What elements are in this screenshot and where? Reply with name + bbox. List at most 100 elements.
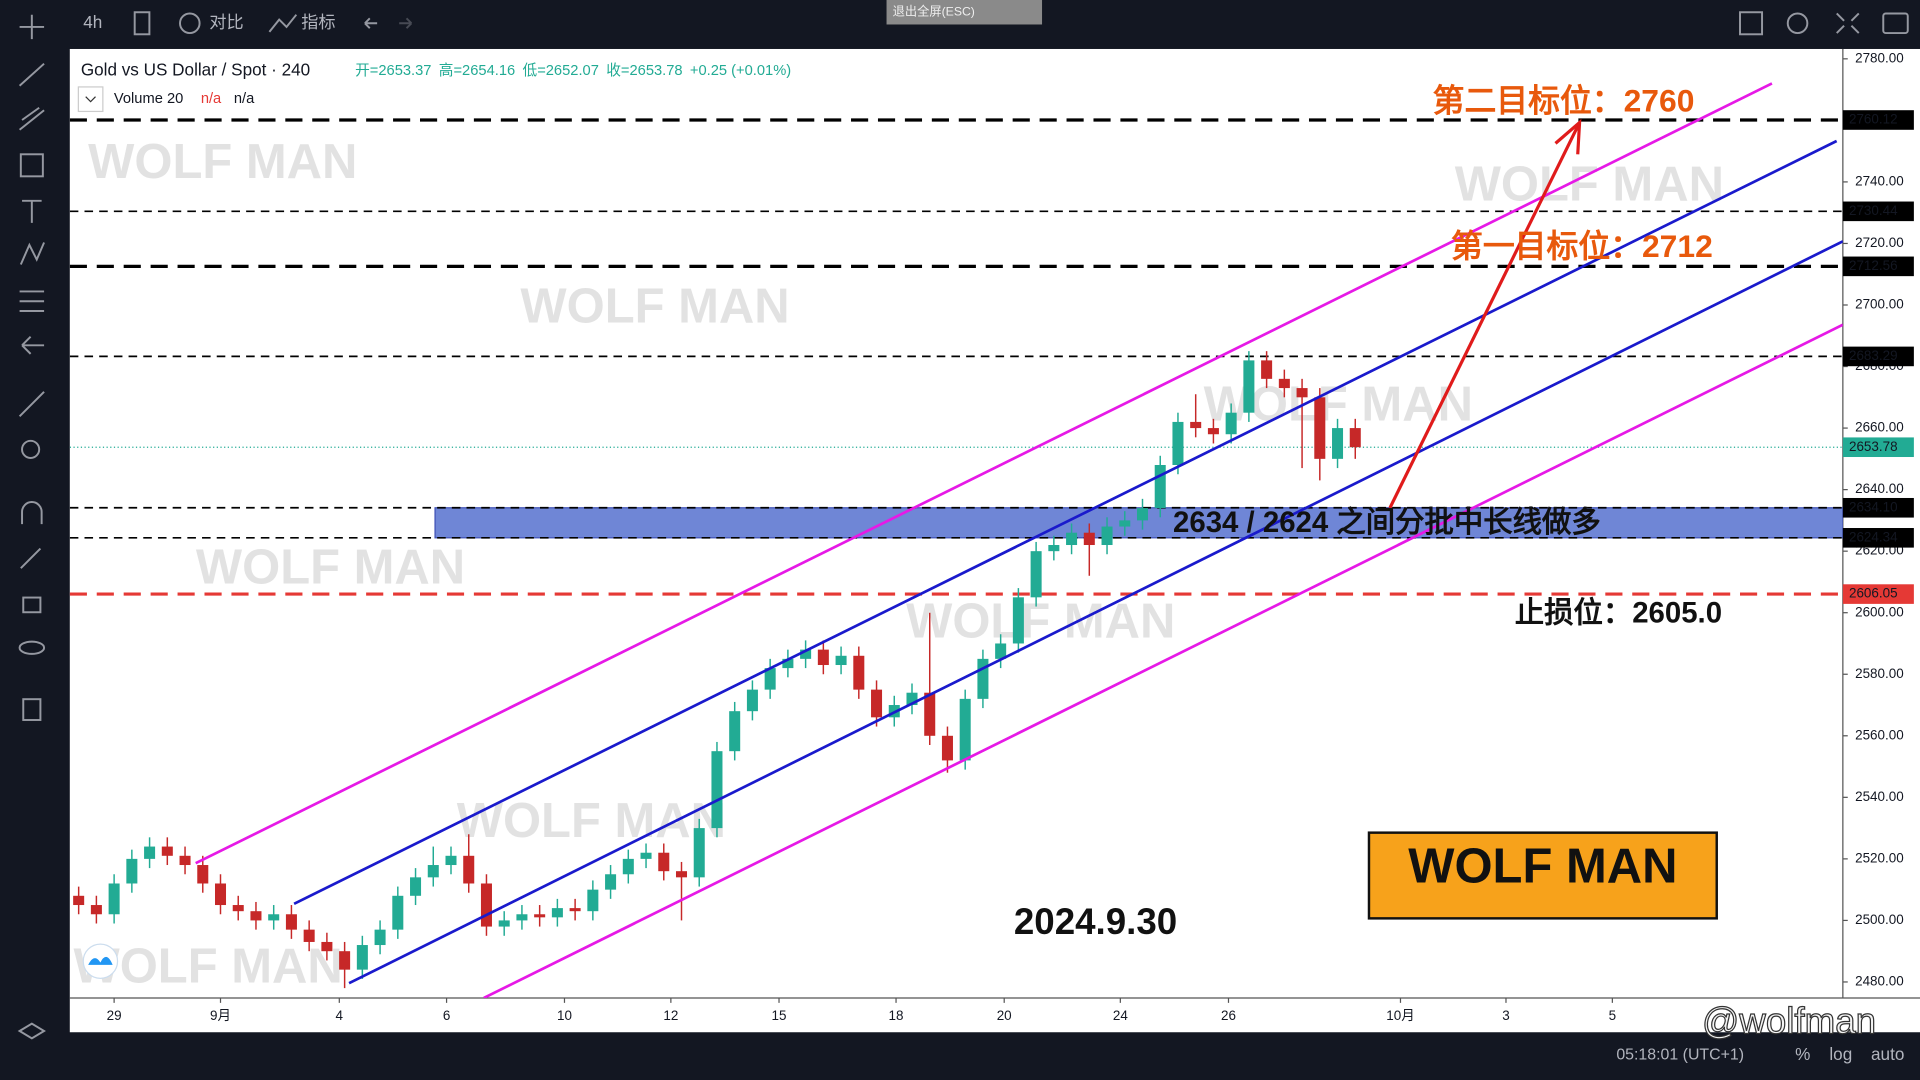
exit-fullscreen-label: 退出全屏(ESC): [893, 3, 975, 18]
brand-text: WOLF MAN: [1408, 839, 1677, 893]
object-tree-tool[interactable]: [17, 1022, 46, 1040]
candle-body: [941, 735, 953, 761]
indicators-button[interactable]: 指标: [301, 12, 335, 32]
auto-toggle[interactable]: auto: [1871, 1044, 1904, 1064]
candle-body: [1119, 520, 1131, 527]
magnet-tool[interactable]: [21, 501, 43, 525]
text-tool[interactable]: [22, 199, 42, 223]
y-tick-label: 2780.00: [1855, 50, 1904, 65]
candle-body: [285, 914, 297, 930]
ohlc-readout: 开=2653.37 高=2654.16 低=2652.07 收=2653.78 +0.2…: [355, 62, 791, 79]
redo-button[interactable]: [399, 17, 413, 29]
exit-fullscreen-button[interactable]: [886, 0, 1043, 25]
visibility-tool[interactable]: [18, 640, 46, 655]
compare-button[interactable]: 对比: [209, 12, 243, 32]
undo-button[interactable]: [364, 17, 378, 29]
candle-body: [817, 649, 829, 666]
candle-body: [1066, 532, 1078, 546]
candle-body: [711, 751, 723, 829]
prediction-tool[interactable]: [19, 290, 45, 312]
lock-tool[interactable]: [22, 596, 42, 614]
candle-body: [161, 846, 173, 856]
x-tick-label: 10: [557, 1008, 572, 1023]
measure-tool[interactable]: [18, 391, 45, 418]
chart-type-button[interactable]: [133, 11, 151, 36]
volume-label: Volume 20: [114, 91, 183, 107]
candle-body: [782, 658, 794, 669]
shape-tool[interactable]: [19, 153, 44, 178]
zoom-tool[interactable]: [21, 439, 41, 459]
log-toggle[interactable]: log: [1829, 1044, 1852, 1064]
candle-body: [605, 874, 617, 890]
fullscreen-button[interactable]: [1836, 12, 1860, 34]
readout-item: 开=2653.37: [355, 63, 431, 79]
candle-body: [1207, 428, 1219, 435]
candle-body: [622, 858, 634, 875]
candle-body: [1225, 412, 1237, 435]
candle-body: [1296, 388, 1308, 398]
x-tick-label: 24: [1113, 1008, 1128, 1023]
percent-toggle[interactable]: %: [1795, 1044, 1810, 1064]
interval-button[interactable]: 4h: [83, 12, 102, 32]
crosshair-tool[interactable]: [19, 14, 45, 40]
price-label: 2712.56: [1849, 258, 1898, 273]
candle-body: [693, 828, 705, 878]
clock: 05:18:01 (UTC+1): [1616, 1047, 1744, 1064]
candle-body: [1243, 360, 1255, 413]
candle-body: [144, 846, 156, 859]
x-tick-label: 15: [772, 1008, 787, 1023]
candle-body: [303, 929, 315, 942]
settings-button[interactable]: [1786, 12, 1809, 35]
candle-body: [126, 858, 138, 884]
candle-body: [1349, 428, 1361, 448]
drawing-mode-tool[interactable]: [20, 547, 42, 569]
price-label: 2634.10: [1849, 499, 1898, 514]
x-tick-label: 12: [663, 1008, 678, 1023]
candle-body: [498, 920, 510, 927]
legend: Gold vs US Dollar / Spot · 240 开=2653.37…: [77, 60, 791, 113]
candle-body: [1332, 428, 1344, 459]
candle-body: [321, 941, 333, 952]
back-tool[interactable]: [21, 336, 45, 355]
x-tick-label: 4: [336, 1008, 344, 1023]
snapshot-button[interactable]: [1882, 12, 1909, 35]
price-label: 2683.29: [1849, 348, 1898, 363]
delete-tool[interactable]: [22, 698, 42, 721]
candle-body: [551, 908, 563, 918]
candle-body: [445, 855, 457, 866]
trendline-tool[interactable]: [18, 62, 45, 87]
candle-body: [764, 668, 776, 690]
candle-body: [995, 643, 1007, 659]
candle-body: [356, 945, 368, 970]
candle-body: [1190, 421, 1202, 429]
fib-tool[interactable]: [18, 106, 45, 131]
price-label: 2624.34: [1849, 529, 1898, 544]
candle-body: [569, 908, 581, 912]
readout-item: +0.25 (+0.01%): [690, 63, 791, 79]
target-arrow: [1388, 121, 1581, 509]
candle-body: [800, 649, 812, 659]
price-label: 2760.12: [1849, 112, 1898, 127]
stop-loss-annotation: 止损位：2605.0: [1515, 595, 1722, 629]
x-tick-label: 3: [1502, 1008, 1509, 1023]
candle-body: [924, 692, 936, 736]
layout-button[interactable]: [1739, 11, 1764, 36]
candle-body: [339, 951, 351, 970]
x-tick-label: 6: [443, 1008, 450, 1023]
arrow-head: [1554, 118, 1582, 155]
candle-body: [214, 883, 227, 906]
tv-logo: [82, 943, 119, 979]
candle-body: [871, 689, 883, 718]
price-label-bg: [1842, 256, 1914, 277]
price-label-bg: [1842, 497, 1914, 518]
candle-body: [232, 905, 244, 912]
price-label: 2606.05: [1849, 586, 1898, 601]
collapse-button[interactable]: [77, 86, 104, 113]
candle-body: [1261, 360, 1273, 379]
candle-body: [675, 871, 688, 878]
candle-body: [1172, 421, 1184, 466]
pattern-tool[interactable]: [19, 242, 45, 265]
x-tick-label: 10月: [1386, 1008, 1414, 1023]
indicator-icon: [268, 14, 298, 33]
candle-body: [1136, 508, 1149, 521]
